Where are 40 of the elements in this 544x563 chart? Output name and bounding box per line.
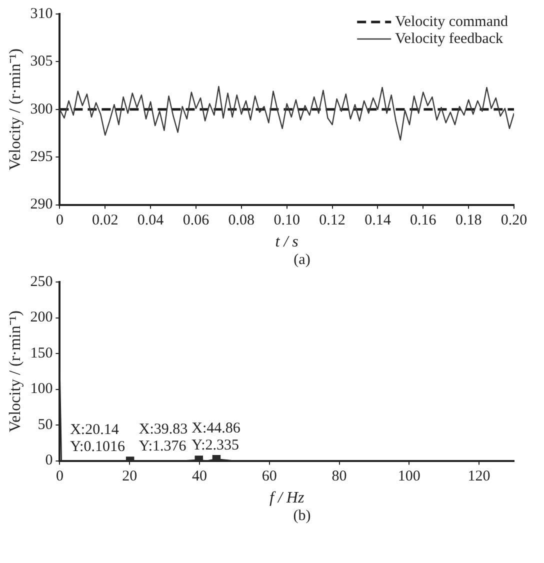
- legend-label: Velocity feedback: [395, 30, 504, 47]
- y-tick-label: 295: [30, 149, 53, 166]
- x-tick-label: 0.12: [319, 212, 346, 229]
- x-tick-label: 0.20: [500, 212, 528, 229]
- x-tick-label: 0: [56, 468, 64, 485]
- x-tick-label: 0: [56, 212, 64, 229]
- x-tick-label: 100: [398, 468, 420, 485]
- x-tick-label: 0.04: [137, 212, 164, 229]
- x-axis-title: t / s: [275, 234, 298, 251]
- x-tick-label: 0.02: [92, 212, 118, 229]
- x-tick-label: 0.06: [182, 212, 210, 229]
- text: (a): [292, 252, 312, 268]
- x-axis-title: f / Hz: [270, 490, 305, 507]
- x-tick-label: 0.08: [228, 212, 255, 229]
- annotation: X:44.86 Y:2.335: [192, 420, 241, 454]
- y-tick-label: 305: [30, 54, 53, 70]
- x-tick-label: 40: [192, 468, 207, 485]
- y-tick-label: 300: [30, 101, 53, 118]
- x-tick-label: 120: [468, 468, 490, 485]
- x-tick-label: 0.10: [274, 212, 300, 229]
- y-tick-label: 250: [30, 274, 53, 290]
- y-tick-label: 310: [30, 6, 53, 22]
- y-tick-label: 200: [30, 310, 53, 326]
- text: (b): [292, 508, 312, 524]
- x-tick-label: 60: [262, 468, 277, 485]
- x-tick-label: 0.18: [455, 212, 482, 229]
- y-axis-title: Velocity / (r·min⁻¹): [6, 310, 24, 432]
- x-tick-label: 80: [332, 468, 347, 485]
- y-tick-label: 100: [30, 381, 53, 398]
- x-tick-label: 20: [122, 468, 138, 485]
- y-axis-title: Velocity / (r·min⁻¹): [6, 48, 24, 170]
- annotation: X:39.83 Y:1.376: [138, 421, 188, 454]
- y-tick-label: 150: [30, 345, 53, 362]
- x-tick-label: 0.16: [410, 212, 437, 229]
- y-tick-label: 0: [45, 452, 53, 469]
- y-tick-label: 290: [30, 196, 53, 213]
- x-tick-label: 0.14: [364, 212, 392, 229]
- legend-label: Velocity command: [395, 14, 508, 30]
- annotation: X:20.14 Y:0.1016: [70, 422, 126, 456]
- y-tick-label: 50: [38, 416, 53, 433]
